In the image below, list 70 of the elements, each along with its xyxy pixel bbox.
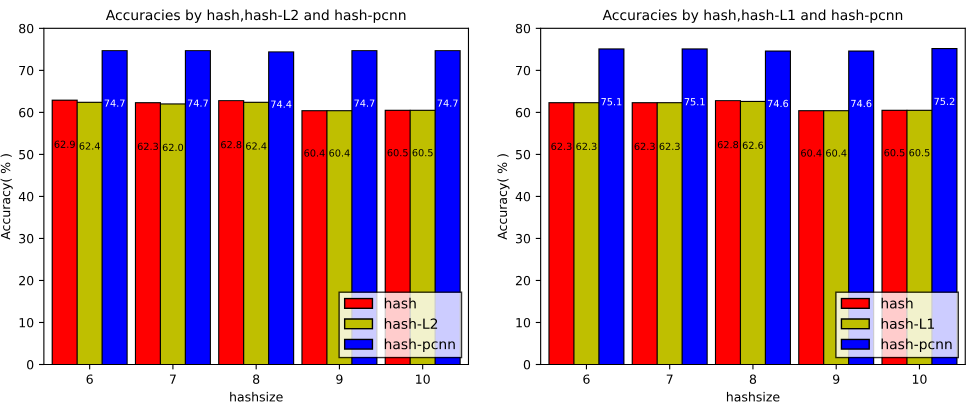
data-label: 74.4 <box>271 100 292 108</box>
y-tick-label: 20 <box>19 276 34 286</box>
y-tick-label: 70 <box>516 66 530 76</box>
y-tick-label: 80 <box>19 24 34 34</box>
data-label: 62.8 <box>718 140 738 148</box>
x-tick-label: 7 <box>170 374 176 384</box>
y-tick-label: 80 <box>516 24 530 34</box>
y-tick-label: 0 <box>524 360 530 370</box>
chart-title: Accuracies by hash,hash-L2 and hash-pcnn <box>106 9 406 23</box>
data-label: 62.3 <box>660 142 680 150</box>
y-tick-label: 50 <box>516 150 530 160</box>
legend-label: hash <box>384 298 416 309</box>
data-label: 74.7 <box>354 100 374 107</box>
x-tick-label: 9 <box>336 374 343 384</box>
y-tick-label: 50 <box>19 150 34 160</box>
data-label: 62.3 <box>634 142 655 150</box>
legend-label: hash <box>882 298 913 309</box>
data-label: 60.4 <box>329 149 350 157</box>
data-label: 74.6 <box>768 100 788 108</box>
data-label: 62.3 <box>551 142 572 150</box>
data-label: 62.4 <box>246 142 266 150</box>
y-tick-label: 10 <box>20 318 34 328</box>
legend-label: hash-pcnn <box>384 338 455 352</box>
y-tick-label: 40 <box>18 192 34 202</box>
x-tick-label: 8 <box>253 374 260 384</box>
y-tick-label: 0 <box>27 360 34 370</box>
data-label: 62.3 <box>138 142 158 150</box>
data-label: 60.5 <box>412 148 433 156</box>
x-axis-title: hashsize <box>230 392 283 402</box>
y-tick-label: 60 <box>516 108 530 118</box>
data-label: 60.5 <box>909 148 930 156</box>
data-label: 62.9 <box>54 140 75 148</box>
data-label: 60.4 <box>304 149 325 157</box>
legend-label: hash-pcnn <box>882 338 952 352</box>
legend-label: hash-L2 <box>384 318 438 329</box>
x-tick-label: 8 <box>750 374 756 384</box>
data-label: 60.5 <box>884 148 904 156</box>
x-tick-label: 10 <box>912 374 927 384</box>
legend-label: hash-L1 <box>882 318 934 329</box>
x-tick-label: 9 <box>833 374 840 384</box>
data-label: 74.7 <box>104 100 125 107</box>
y-axis-title: Accuracy( % ) <box>497 154 510 240</box>
data-label: 60.4 <box>826 149 846 157</box>
data-label: 62.8 <box>221 140 242 148</box>
x-axis-title: hashsize <box>726 392 780 402</box>
y-tick-label: 10 <box>516 318 530 328</box>
data-label: 62.0 <box>162 144 184 152</box>
data-label: 60.4 <box>801 149 822 157</box>
y-axis-title: Accuracy( % ) <box>0 154 13 240</box>
y-tick-label: 20 <box>516 276 530 286</box>
y-tick-label: 40 <box>516 192 530 202</box>
data-label: 74.7 <box>188 100 208 107</box>
data-label: 74.6 <box>851 100 872 108</box>
x-tick-label: 6 <box>86 374 93 384</box>
y-tick-label: 70 <box>19 66 34 76</box>
y-tick-label: 30 <box>516 234 530 244</box>
data-label: 75.1 <box>684 98 705 106</box>
data-label: 75.2 <box>934 98 954 106</box>
data-label: 62.6 <box>742 142 764 149</box>
data-label: 62.4 <box>80 142 100 150</box>
y-tick-label: 60 <box>19 108 34 118</box>
x-tick-label: 10 <box>416 374 430 384</box>
data-label: 62.3 <box>576 142 596 150</box>
data-label: 74.7 <box>438 100 458 107</box>
chart-title: Accuracies by hash,hash-L1 and hash-pcnn <box>602 9 902 23</box>
data-label: 60.5 <box>388 148 408 156</box>
x-tick-label: 6 <box>583 374 590 384</box>
x-tick-label: 7 <box>666 374 673 384</box>
data-label: 75.1 <box>601 98 622 106</box>
y-tick-label: 30 <box>19 234 34 244</box>
